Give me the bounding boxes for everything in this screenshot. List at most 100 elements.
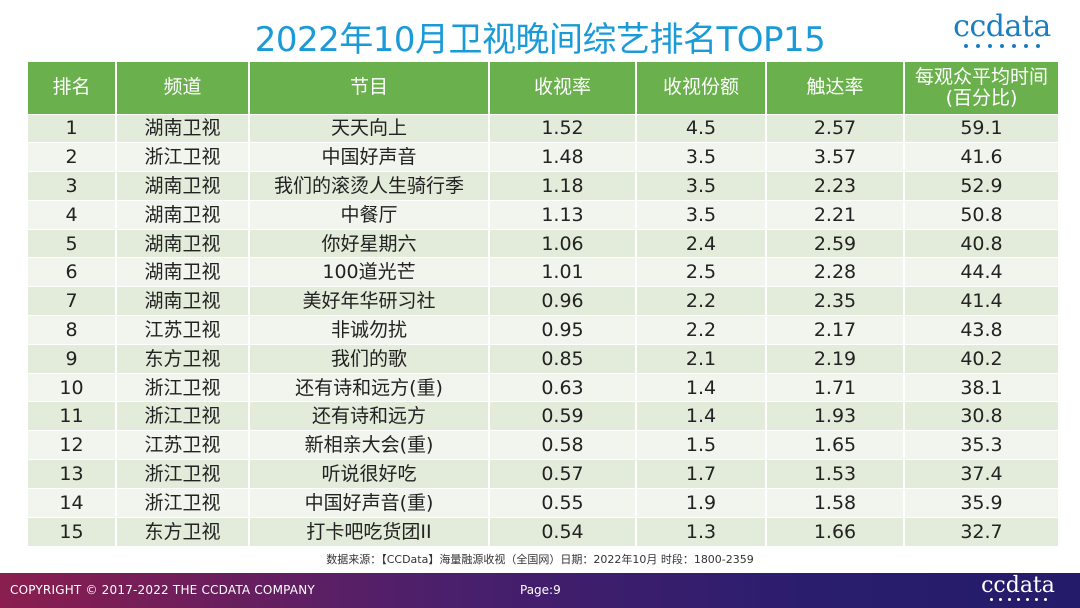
cell-program: 中餐厅 — [249, 199, 490, 230]
cell-rating: 0.54 — [489, 516, 637, 546]
cell-channel: 浙江卫视 — [116, 401, 250, 431]
footer-logo: ccdata — [978, 574, 1058, 601]
page-number: Page:9 — [520, 583, 561, 597]
table-header-row: 排名 频道 节目 收视率 收视份额 触达率 每观众平均时间 (百分比) — [28, 62, 1058, 114]
cell-channel: 湖南卫视 — [116, 257, 250, 287]
cell-avg-time: 59.1 — [904, 113, 1058, 143]
table-row: 14 浙江卫视 中国好声音(重) 0.55 1.9 1.58 35.9 — [28, 487, 1058, 518]
table-row: 6 湖南卫视 100道光芒 1.01 2.5 2.28 44.4 — [28, 257, 1058, 287]
logo-wordmark: ccdata — [953, 9, 1051, 44]
footer-logo-dots — [978, 598, 1058, 601]
header-program: 节目 — [249, 62, 490, 114]
table-row: 13 浙江卫视 听说很好吃 0.57 1.7 1.53 37.4 — [28, 459, 1058, 489]
data-source-note: 数据来源：【CCData】海量融源收视（全国网）日期：2022年10月 时段：1… — [326, 553, 754, 566]
cell-channel: 江苏卫视 — [116, 430, 250, 460]
cell-reach: 2.17 — [766, 315, 905, 345]
cell-program: 还有诗和远方 — [249, 401, 490, 431]
cell-program: 还有诗和远方(重) — [249, 372, 490, 402]
cell-rank: 4 — [28, 199, 117, 230]
cell-channel: 东方卫视 — [116, 343, 250, 374]
cell-channel: 湖南卫视 — [116, 171, 250, 201]
cell-program: 你好星期六 — [249, 228, 490, 258]
cell-share: 1.4 — [636, 401, 767, 431]
cell-reach: 1.58 — [766, 487, 905, 518]
cell-share: 2.5 — [636, 257, 767, 287]
cell-rating: 1.13 — [489, 199, 637, 230]
cell-rank: 12 — [28, 430, 117, 460]
cell-rank: 9 — [28, 343, 117, 374]
cell-channel: 湖南卫视 — [116, 199, 250, 230]
cell-rating: 1.18 — [489, 171, 637, 201]
table-row: 3 湖南卫视 我们的滚烫人生骑行季 1.18 3.5 2.23 52.9 — [28, 171, 1058, 201]
cell-program: 非诚勿扰 — [249, 315, 490, 345]
cell-avg-time: 41.6 — [904, 142, 1058, 172]
header-rank: 排名 — [28, 62, 117, 114]
logo-dots — [946, 44, 1058, 48]
cell-reach: 1.93 — [766, 401, 905, 431]
cell-reach: 2.23 — [766, 171, 905, 201]
table-row: 5 湖南卫视 你好星期六 1.06 2.4 2.59 40.8 — [28, 228, 1058, 258]
cell-rank: 13 — [28, 459, 117, 489]
cell-channel: 江苏卫视 — [116, 315, 250, 345]
table-row: 8 江苏卫视 非诚勿扰 0.95 2.2 2.17 43.8 — [28, 315, 1058, 345]
table-row: 1 湖南卫视 天天向上 1.52 4.5 2.57 59.1 — [28, 113, 1058, 143]
cell-rating: 1.01 — [489, 257, 637, 287]
cell-channel: 浙江卫视 — [116, 487, 250, 518]
table-row: 10 浙江卫视 还有诗和远方(重) 0.63 1.4 1.71 38.1 — [28, 372, 1058, 402]
table-row: 11 浙江卫视 还有诗和远方 0.59 1.4 1.93 30.8 — [28, 401, 1058, 431]
cell-rating: 0.57 — [489, 459, 637, 489]
cell-avg-time: 35.9 — [904, 487, 1058, 518]
cell-reach: 1.65 — [766, 430, 905, 460]
cell-program: 美好年华研习社 — [249, 286, 490, 316]
cell-avg-time: 30.8 — [904, 401, 1058, 431]
cell-program: 100道光芒 — [249, 257, 490, 287]
cell-channel: 东方卫视 — [116, 516, 250, 546]
header-avg-time-line2: (百分比) — [945, 86, 1018, 109]
cell-channel: 浙江卫视 — [116, 142, 250, 172]
cell-channel: 浙江卫视 — [116, 459, 250, 489]
cell-share: 4.5 — [636, 113, 767, 143]
cell-share: 1.3 — [636, 516, 767, 546]
table-row: 7 湖南卫视 美好年华研习社 0.96 2.2 2.35 41.4 — [28, 286, 1058, 316]
cell-reach: 2.35 — [766, 286, 905, 316]
cell-rank: 7 — [28, 286, 117, 316]
cell-share: 1.7 — [636, 459, 767, 489]
cell-share: 1.9 — [636, 487, 767, 518]
cell-program: 我们的滚烫人生骑行季 — [249, 171, 490, 201]
cell-rank: 3 — [28, 171, 117, 201]
cell-program: 中国好声音(重) — [249, 487, 490, 518]
cell-avg-time: 41.4 — [904, 286, 1058, 316]
header-avg-time: 每观众平均时间 (百分比) — [904, 62, 1058, 114]
cell-program: 打卡吧吃货团II — [249, 516, 490, 546]
header-share: 收视份额 — [636, 62, 767, 114]
cell-rating: 0.95 — [489, 315, 637, 345]
cell-program: 新相亲大会(重) — [249, 430, 490, 460]
cell-share: 1.5 — [636, 430, 767, 460]
table-row: 15 东方卫视 打卡吧吃货团II 0.54 1.3 1.66 32.7 — [28, 516, 1058, 546]
copyright-text: COPYRIGHT © 2017-2022 THE CCDATA COMPANY — [10, 583, 315, 597]
page-title: 2022年10月卫视晚间综艺排名TOP15 — [254, 20, 826, 60]
footer-bar: COPYRIGHT © 2017-2022 THE CCDATA COMPANY… — [0, 573, 1080, 608]
cell-rank: 15 — [28, 516, 117, 546]
cell-program: 天天向上 — [249, 113, 490, 143]
cell-rating: 0.59 — [489, 401, 637, 431]
cell-rank: 6 — [28, 257, 117, 287]
table-row: 4 湖南卫视 中餐厅 1.13 3.5 2.21 50.8 — [28, 199, 1058, 230]
cell-reach: 2.19 — [766, 343, 905, 374]
cell-rank: 11 — [28, 401, 117, 431]
cell-rating: 0.55 — [489, 487, 637, 518]
cell-program: 听说很好吃 — [249, 459, 490, 489]
cell-avg-time: 44.4 — [904, 257, 1058, 287]
cell-rating: 0.96 — [489, 286, 637, 316]
cell-reach: 2.21 — [766, 199, 905, 230]
cell-rank: 8 — [28, 315, 117, 345]
cell-reach: 2.57 — [766, 113, 905, 143]
table-row: 2 浙江卫视 中国好声音 1.48 3.5 3.57 41.6 — [28, 142, 1058, 172]
cell-program: 中国好声音 — [249, 142, 490, 172]
cell-share: 2.4 — [636, 228, 767, 258]
cell-avg-time: 50.8 — [904, 199, 1058, 230]
cell-channel: 浙江卫视 — [116, 372, 250, 402]
cell-rank: 1 — [28, 113, 117, 143]
cell-share: 2.2 — [636, 286, 767, 316]
table-row: 9 东方卫视 我们的歌 0.85 2.1 2.19 40.2 — [28, 343, 1058, 374]
